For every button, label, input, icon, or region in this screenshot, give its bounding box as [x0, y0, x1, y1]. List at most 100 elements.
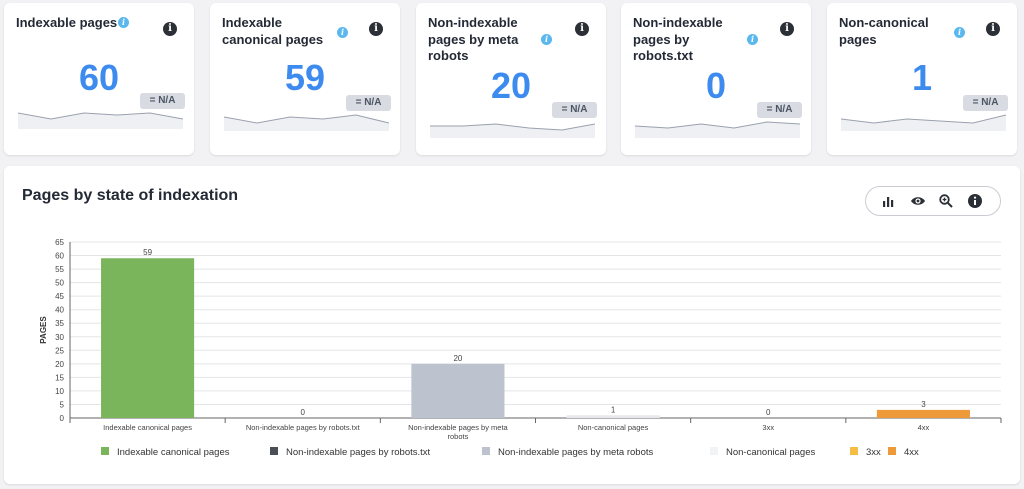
trend-badge: = N/A	[346, 95, 391, 111]
x-tick-label: Non-canonical pages	[578, 423, 649, 432]
bar[interactable]	[101, 258, 195, 418]
sparkline	[18, 112, 183, 129]
legend-swatch	[482, 447, 490, 456]
sparkline-area	[841, 115, 1006, 131]
trend-badge: = N/A	[963, 95, 1008, 111]
info-icon[interactable]: i	[337, 27, 348, 38]
legend-label: Non-canonical pages	[726, 447, 816, 458]
legend-item[interactable]: Indexable canonical pages	[101, 447, 230, 459]
kpi-title: Non-indexable pages by robots.txt	[633, 15, 723, 63]
kpi-value: 59	[284, 57, 326, 98]
data-label: 0	[766, 408, 771, 417]
legend-swatch	[270, 447, 278, 456]
y-tick-label: 40	[55, 306, 64, 315]
sparkline-area	[18, 113, 183, 129]
x-tick-label: 3xx	[762, 423, 774, 432]
x-tick-label: Indexable canonical pages	[103, 423, 192, 432]
legend-swatch	[850, 447, 858, 456]
y-tick-label: 60	[55, 252, 64, 261]
y-tick-label: 0	[60, 414, 65, 423]
legend-swatch	[101, 447, 109, 456]
sparkline	[430, 123, 595, 138]
trend-badge: = N/A	[140, 93, 185, 109]
legend-label: 3xx	[866, 447, 881, 458]
kpi-card: Non-indexable pages by meta robots i 20 = N…	[416, 3, 606, 155]
kpi-card: Non-canonical pages i 1 = N/A i	[827, 3, 1017, 155]
info-icon[interactable]: i	[163, 22, 177, 36]
bar-chart-icon[interactable]	[880, 193, 896, 209]
kpi-title: Indexable pages	[16, 15, 118, 30]
info-icon[interactable]	[967, 193, 983, 209]
data-label: 3	[921, 400, 926, 409]
y-tick-label: 55	[55, 265, 64, 274]
x-tick-label: Non-indexable pages by robots.txt	[246, 423, 361, 432]
legend-label: Non-indexable pages by meta robots	[498, 447, 654, 458]
kpi-value: 0	[705, 65, 727, 106]
y-tick-label: 20	[55, 360, 64, 369]
trend-badge: = N/A	[552, 102, 597, 118]
bar[interactable]	[566, 415, 660, 418]
sparkline-line	[18, 112, 183, 120]
data-label: 20	[453, 354, 462, 363]
legend-item[interactable]: Non-canonical pages	[710, 447, 815, 459]
chart-toolbar	[865, 186, 1001, 216]
y-tick-label: 15	[55, 373, 64, 382]
sparkline	[224, 114, 389, 131]
x-tick-label: 4xx	[918, 423, 930, 432]
bar[interactable]	[876, 409, 970, 418]
eye-icon[interactable]	[910, 193, 926, 209]
indexation-chart-panel: Pages by state of indexation 0 5 10 15 20 25 3…	[4, 166, 1020, 484]
info-icon[interactable]: i	[369, 22, 383, 36]
sparkline	[635, 121, 800, 138]
legend-item[interactable]: 4xx	[888, 447, 919, 459]
y-tick-label: 25	[55, 346, 64, 355]
y-axis-title: PAGES	[39, 316, 48, 344]
bar-chart: 05101520253035404550556065PAGES59Indexab…	[39, 238, 1002, 441]
kpi-title: Non-canonical pages	[839, 15, 929, 47]
kpi-value: 1	[911, 57, 933, 98]
legend-label: 4xx	[904, 447, 919, 458]
info-icon[interactable]: i	[986, 22, 1000, 36]
sparkline-area	[430, 124, 595, 138]
kpi-value: 20	[490, 65, 532, 106]
y-tick-label: 45	[55, 292, 64, 301]
legend-item[interactable]: Non-indexable pages by meta robots	[482, 447, 653, 459]
kpi-card: Indexable canonical pages i 59 = N/A i	[210, 3, 400, 155]
legend-swatch	[710, 447, 718, 456]
data-label: 1	[611, 405, 616, 414]
kpi-title: Indexable canonical pages	[222, 15, 324, 47]
info-icon[interactable]: i	[954, 27, 965, 38]
y-tick-label: 35	[55, 319, 64, 328]
bar[interactable]	[411, 363, 505, 418]
y-tick-label: 30	[55, 333, 64, 342]
sparkline-line	[224, 114, 389, 124]
sparkline-line	[430, 123, 595, 131]
y-tick-label: 10	[55, 387, 64, 396]
info-icon[interactable]: i	[118, 17, 129, 28]
kpi-card: Non-indexable pages by robots.txt i 0 = N/A…	[621, 3, 811, 155]
kpi-value: 60	[78, 57, 120, 98]
legend-label: Indexable canonical pages	[117, 447, 230, 458]
y-tick-label: 65	[55, 238, 64, 247]
sparkline-area	[635, 122, 800, 138]
info-icon[interactable]: i	[747, 34, 758, 45]
panel-title: Pages by state of indexation	[22, 187, 239, 204]
legend-item[interactable]: 3xx	[850, 447, 881, 459]
kpi-card: Indexable pages i 60 = N/A i	[4, 3, 194, 155]
data-label: 59	[143, 248, 152, 257]
x-tick-label: robots	[447, 432, 468, 441]
legend-item[interactable]: Non-indexable pages by robots.txt	[270, 447, 430, 459]
kpi-title: Non-indexable pages by meta robots	[428, 15, 519, 63]
info-icon[interactable]: i	[541, 34, 552, 45]
sparkline	[841, 114, 1006, 131]
data-label: 0	[301, 408, 306, 417]
x-tick-label: Non-indexable pages by meta	[408, 423, 508, 432]
legend-label: Non-indexable pages by robots.txt	[286, 447, 431, 458]
sparkline-line	[635, 121, 800, 129]
zoom-icon[interactable]	[938, 193, 954, 209]
y-tick-label: 50	[55, 279, 64, 288]
trend-badge: = N/A	[757, 102, 802, 118]
info-icon[interactable]: i	[780, 22, 794, 36]
sparkline-line	[841, 114, 1006, 124]
info-icon[interactable]: i	[575, 22, 589, 36]
